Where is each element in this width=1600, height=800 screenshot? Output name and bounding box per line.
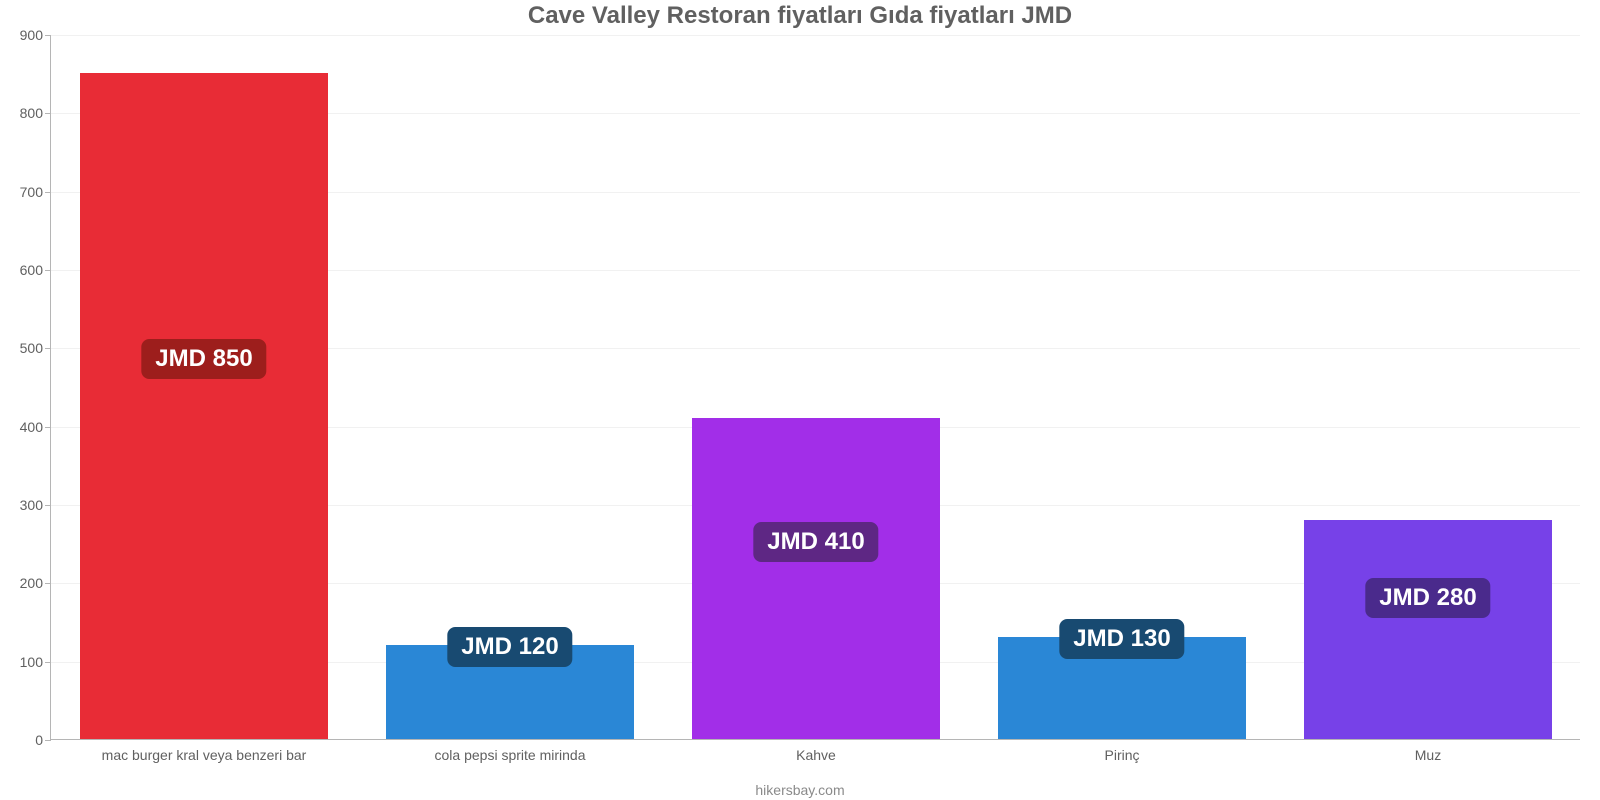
- x-category-label: mac burger kral veya benzeri bar: [102, 739, 307, 763]
- value-badge: JMD 410: [753, 522, 878, 562]
- value-badge: JMD 120: [447, 627, 572, 667]
- bar: [1304, 520, 1552, 739]
- x-category-label: Muz: [1415, 739, 1441, 763]
- y-tick-label: 100: [20, 654, 51, 670]
- bar: [80, 73, 328, 739]
- y-tick-label: 500: [20, 340, 51, 356]
- y-tick-label: 700: [20, 184, 51, 200]
- chart-title: Cave Valley Restoran fiyatları Gıda fiya…: [0, 2, 1600, 30]
- y-tick-label: 800: [20, 105, 51, 121]
- y-tick-label: 300: [20, 497, 51, 513]
- x-category-label: Kahve: [796, 739, 836, 763]
- y-tick-label: 400: [20, 419, 51, 435]
- y-tick-label: 900: [20, 27, 51, 43]
- plot-area: 0100200300400500600700800900mac burger k…: [50, 35, 1580, 740]
- gridline: [51, 35, 1580, 36]
- x-category-label: Pirinç: [1104, 739, 1139, 763]
- y-tick-label: 600: [20, 262, 51, 278]
- x-category-label: cola pepsi sprite mirinda: [435, 739, 586, 763]
- value-badge: JMD 130: [1059, 619, 1184, 659]
- value-badge: JMD 850: [141, 339, 266, 379]
- value-badge: JMD 280: [1365, 578, 1490, 618]
- y-tick-label: 200: [20, 575, 51, 591]
- attribution-text: hikersbay.com: [0, 782, 1600, 798]
- chart-container: Cave Valley Restoran fiyatları Gıda fiya…: [0, 0, 1600, 800]
- bar: [692, 418, 940, 739]
- y-tick-label: 0: [35, 732, 51, 748]
